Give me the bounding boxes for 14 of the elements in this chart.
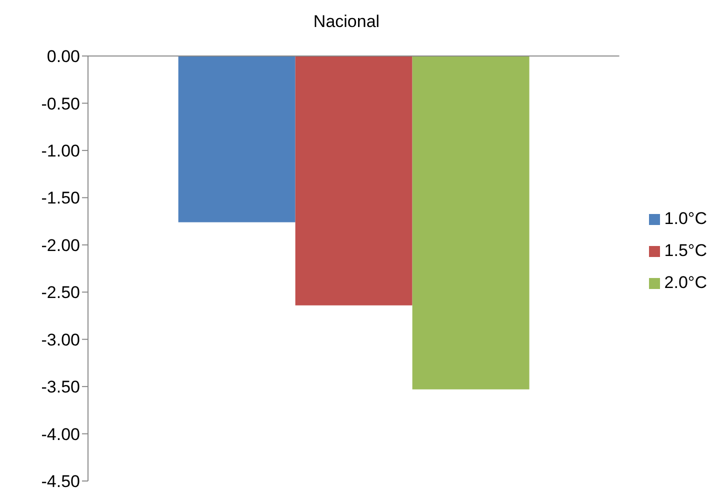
legend-label: 2.0°C (664, 272, 707, 292)
y-tick-label: -3.50 (41, 378, 80, 397)
legend-label: 1.5°C (664, 240, 707, 260)
y-tick-label: -2.50 (41, 283, 80, 302)
y-tick-label: -3.00 (41, 330, 80, 350)
y-tick-label: -1.50 (41, 188, 80, 208)
y-tick-label: -2.00 (41, 236, 80, 255)
y-tick-label: -1.00 (41, 141, 80, 160)
legend-label: 1.0°C (664, 208, 707, 228)
y-tick-label: -0.50 (41, 94, 80, 114)
chart-title: Nacional (312, 12, 381, 32)
y-tick-label: -4.50 (41, 472, 80, 492)
y-tick-label: 0.00 (46, 47, 80, 66)
y-tick-label: -4.00 (41, 424, 80, 444)
